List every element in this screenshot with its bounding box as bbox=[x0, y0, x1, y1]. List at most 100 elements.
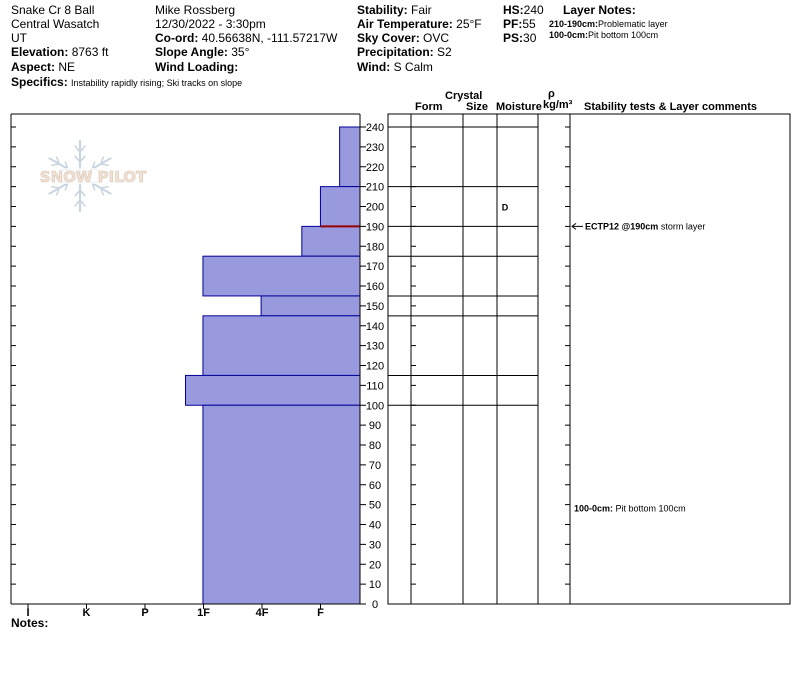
snowflake-icon-branch bbox=[79, 155, 86, 163]
layer-note-1: 210-190cm:Problematic layer bbox=[549, 19, 668, 30]
air-temp-value: 25°F bbox=[456, 17, 482, 31]
hardness-tick-label: F bbox=[317, 607, 324, 619]
depth-tick-label: 240 bbox=[366, 122, 384, 134]
header-size: Size bbox=[466, 101, 488, 113]
logo-backdrop bbox=[32, 168, 154, 184]
slope-angle: Slope Angle: 35° bbox=[155, 45, 249, 59]
wind-value: S Calm bbox=[393, 60, 433, 74]
slope-label: Slope Angle: bbox=[155, 45, 228, 59]
state: UT bbox=[11, 31, 27, 45]
stability: Stability: Fair bbox=[357, 3, 432, 17]
hardness-bar bbox=[260, 295, 361, 317]
snowflake-icon-branch bbox=[91, 182, 96, 191]
snowflake-icon-branch bbox=[74, 189, 81, 197]
hardness-tick-label: 1F bbox=[197, 607, 210, 619]
depth-tick-label: 160 bbox=[366, 281, 384, 293]
pf-value: 55 bbox=[522, 17, 536, 31]
slope-value: 35° bbox=[231, 45, 250, 59]
aspect-label: Aspect: bbox=[11, 60, 56, 74]
header-density: kg/m³ bbox=[543, 99, 573, 111]
depth-tick-label: 200 bbox=[366, 202, 384, 214]
layer-note-2: 100-0cm:Pit bottom 100cm bbox=[549, 30, 658, 41]
depth-tick-label: 20 bbox=[369, 559, 381, 571]
depth-tick-label: 30 bbox=[369, 539, 381, 551]
depth-tick-label: 50 bbox=[369, 500, 381, 512]
layer-comment-text: Pit bottom 100cm bbox=[613, 504, 686, 514]
snowflake-icon-branch bbox=[55, 156, 60, 165]
hardness-bar bbox=[202, 255, 361, 297]
ps: PS:30 bbox=[503, 31, 536, 45]
snowflake-icon-branch bbox=[100, 187, 105, 196]
sky-cover: Sky Cover: OVC bbox=[357, 31, 449, 45]
hardness-bar bbox=[319, 186, 361, 227]
header-rho: ρ bbox=[548, 88, 555, 100]
coord-label: Co-ord: bbox=[155, 31, 199, 45]
pf-label: PF: bbox=[503, 17, 523, 31]
depth-tick-label: 70 bbox=[369, 460, 381, 472]
hardness-tick-label: 4F bbox=[256, 607, 269, 619]
snowflake-icon-branch bbox=[74, 199, 81, 207]
snowflake-icon-branch bbox=[91, 161, 96, 170]
depth-tick-label: 210 bbox=[366, 182, 384, 194]
hardness-tick-label: I bbox=[26, 607, 29, 619]
elevation-value: 8763 ft bbox=[71, 45, 109, 59]
layer-comment-bold: 100-0cm: bbox=[574, 504, 613, 514]
depth-tick-label: 190 bbox=[366, 221, 384, 233]
stability-label: Stability: bbox=[357, 3, 408, 17]
stability-value: Fair bbox=[411, 3, 432, 17]
layer-table-frame bbox=[387, 113, 791, 605]
pf: PF:55 bbox=[503, 17, 536, 31]
snowflake-icon-branch bbox=[51, 163, 60, 167]
depth-tick-label: 90 bbox=[369, 420, 381, 432]
depth-tick-label: 220 bbox=[366, 162, 384, 174]
depth-tick-label: 230 bbox=[366, 142, 384, 154]
snowflake-icon-branch bbox=[100, 156, 105, 165]
depth-tick-label: 180 bbox=[366, 241, 384, 253]
snowflake-icon-branch bbox=[100, 185, 109, 189]
snowflake-icon-branch bbox=[79, 145, 86, 153]
hs: HS:240 bbox=[503, 3, 544, 17]
snowpilot-logo: SNOW PILOT bbox=[40, 168, 147, 186]
depth-tick-label: 100 bbox=[366, 400, 384, 412]
precip-label: Precipitation: bbox=[357, 45, 434, 59]
layer-note-2-range: 100-0cm: bbox=[549, 30, 589, 40]
location: Snake Cr 8 Ball bbox=[11, 3, 95, 17]
datetime: 12/30/2022 - 3:30pm bbox=[155, 17, 266, 31]
air-temperature: Air Temperature: 25°F bbox=[357, 17, 482, 31]
air-temp-label: Air Temperature: bbox=[357, 17, 453, 31]
ps-label: PS: bbox=[503, 31, 524, 45]
depth-tick-label: 80 bbox=[369, 440, 381, 452]
observer: Mike Rossberg bbox=[155, 3, 236, 17]
sky-value: OVC bbox=[423, 31, 450, 45]
hardness-bar bbox=[301, 225, 361, 257]
ps-value: 30 bbox=[523, 31, 537, 45]
depth-tick-label: 10 bbox=[369, 579, 381, 591]
precip-value: S2 bbox=[437, 45, 452, 59]
snowflake-icon-branch bbox=[64, 161, 69, 170]
depth-tick-label: 130 bbox=[366, 341, 384, 353]
wind-label: Wind: bbox=[357, 60, 391, 74]
coord: Co-ord: 40.56638N, -111.57217W bbox=[155, 31, 337, 45]
layer-note-1-range: 210-190cm: bbox=[549, 19, 599, 29]
hardness-bar bbox=[185, 374, 361, 406]
header-form: Form bbox=[415, 101, 443, 113]
hardness-tick-label: K bbox=[83, 607, 91, 619]
moisture-value: D bbox=[502, 203, 509, 213]
hardness-bar bbox=[202, 404, 361, 605]
layer-comment: 100-0cm: Pit bottom 100cm bbox=[574, 504, 686, 514]
wind-loading: Wind Loading: bbox=[155, 60, 238, 74]
arrow-icon-head bbox=[571, 222, 577, 230]
header-comments: Stability tests & Layer comments bbox=[584, 101, 757, 113]
snowflake-icon-branch bbox=[79, 189, 86, 197]
depth-tick-label: 0 bbox=[372, 599, 378, 611]
layer-notes-title: Layer Notes: bbox=[563, 3, 636, 17]
precipitation: Precipitation: S2 bbox=[357, 45, 452, 59]
wind-loading-label: Wind Loading: bbox=[155, 60, 239, 74]
specifics-label: Specifics: bbox=[11, 75, 68, 89]
hardness-bar bbox=[339, 126, 361, 188]
aspect-value: NE bbox=[58, 60, 76, 74]
depth-tick-label: 120 bbox=[366, 361, 384, 373]
depth-tick-label: 110 bbox=[366, 380, 384, 392]
elevation-label: Elevation: bbox=[11, 45, 69, 59]
